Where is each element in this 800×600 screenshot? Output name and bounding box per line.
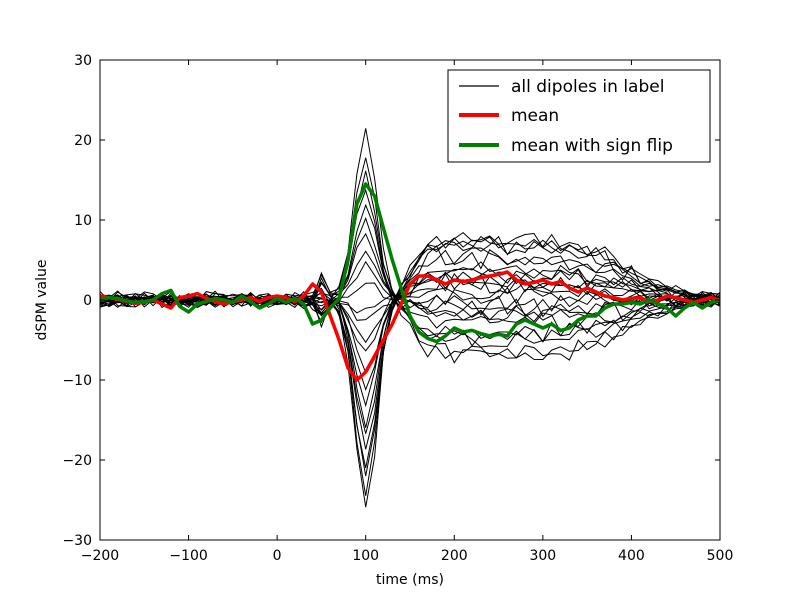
x-tick-label: −100 <box>169 548 207 564</box>
legend-label-dipoles: all dipoles in label <box>511 77 664 97</box>
legend: all dipoles in label mean mean with sign… <box>447 69 711 163</box>
y-tick-label: −10 <box>62 373 92 389</box>
dipole-line <box>100 275 720 352</box>
dipole-line <box>100 235 720 450</box>
x-axis-label: time (ms) <box>376 572 444 588</box>
x-tick-label: 200 <box>441 548 468 564</box>
y-tick-label: 0 <box>83 293 92 309</box>
y-axis-label: dSPM value <box>34 260 50 341</box>
legend-label-mean: mean <box>511 106 559 126</box>
legend-label-mean-sign-flip: mean with sign flip <box>511 136 673 156</box>
y-tick-label: −20 <box>62 453 92 469</box>
y-tick-label: 30 <box>74 53 92 69</box>
x-tick-label: −200 <box>81 548 119 564</box>
mean-lines <box>100 182 720 382</box>
dipole-line <box>100 235 720 508</box>
y-axis-ticks: −30 −20 −10 0 10 20 30 <box>62 53 720 549</box>
x-axis-ticks: −200 −100 0 100 200 300 400 500 <box>81 60 734 564</box>
y-tick-label: 20 <box>74 133 92 149</box>
x-tick-label: 100 <box>352 548 379 564</box>
y-tick-label: 10 <box>74 213 92 229</box>
x-tick-label: 500 <box>707 548 734 564</box>
series-line-mean <box>100 270 720 382</box>
dipole-line <box>100 268 720 408</box>
series-line-mean-with-sign-flip <box>100 182 720 344</box>
x-tick-label: 400 <box>618 548 645 564</box>
y-tick-label: −30 <box>62 533 92 549</box>
x-tick-label: 300 <box>529 548 556 564</box>
x-tick-label: 0 <box>273 548 282 564</box>
